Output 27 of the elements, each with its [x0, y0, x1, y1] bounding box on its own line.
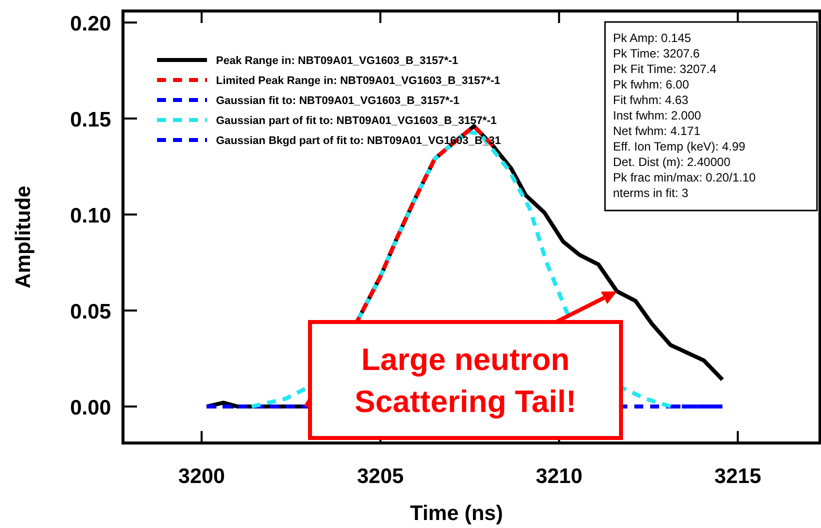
annotation: Net fwhm: 4.171 [613, 124, 701, 138]
legend-label: Gaussian part of fit to: NBT09A01_VG1603_B_3157*-1 [216, 115, 497, 127]
y-tick-label: 0.05 [70, 300, 112, 324]
annotation: Large neutron Scattering Tail! [354, 342, 576, 419]
annotation: Inst fwhm: 2.000 [613, 108, 702, 122]
x-tick-label: 3215 [714, 465, 762, 488]
x-tick-label: 3200 [178, 465, 225, 488]
y-tick-label: 0.00 [70, 396, 111, 420]
y-tick-label: 0.20 [70, 12, 111, 36]
y-tick-label: 0.15 [70, 108, 112, 132]
annotation: nterms in fit: 3 [613, 186, 689, 200]
annotation: Det. Dist (m): 2.40000 [613, 155, 731, 169]
x-tick-label: 3205 [356, 465, 404, 488]
y-tick-label: 0.10 [70, 204, 111, 228]
annotation: Eff. Ion Temp (keV): 4.99 [613, 140, 746, 154]
legend-label: Gaussian fit to: NBT09A01_VG1603_B_3157*-1 [216, 95, 460, 107]
x-tick-label: 3210 [536, 465, 582, 488]
annotation: Pk Amp: 0.145 [613, 31, 692, 45]
y-axis-title: Amplitude [12, 186, 35, 288]
annotation: Fit fwhm: 4.63 [613, 93, 689, 107]
annotation: Pk Time: 3207.6 [613, 46, 700, 60]
annotation: Pk Fit Time: 3207.4 [613, 62, 717, 76]
annotation: Pk fwhm: 6.00 [613, 78, 690, 92]
legend-label: Peak Range in: NBT09A01_VG1603_B_3157*-1 [216, 55, 458, 67]
legend-label: Limited Peak Range in: NBT09A01_VG1603_B_3157*-1 [216, 75, 500, 87]
annotation: Pk frac min/max: 0.20/1.10 [613, 170, 756, 184]
x-axis-title: Time (ns) [410, 502, 503, 525]
